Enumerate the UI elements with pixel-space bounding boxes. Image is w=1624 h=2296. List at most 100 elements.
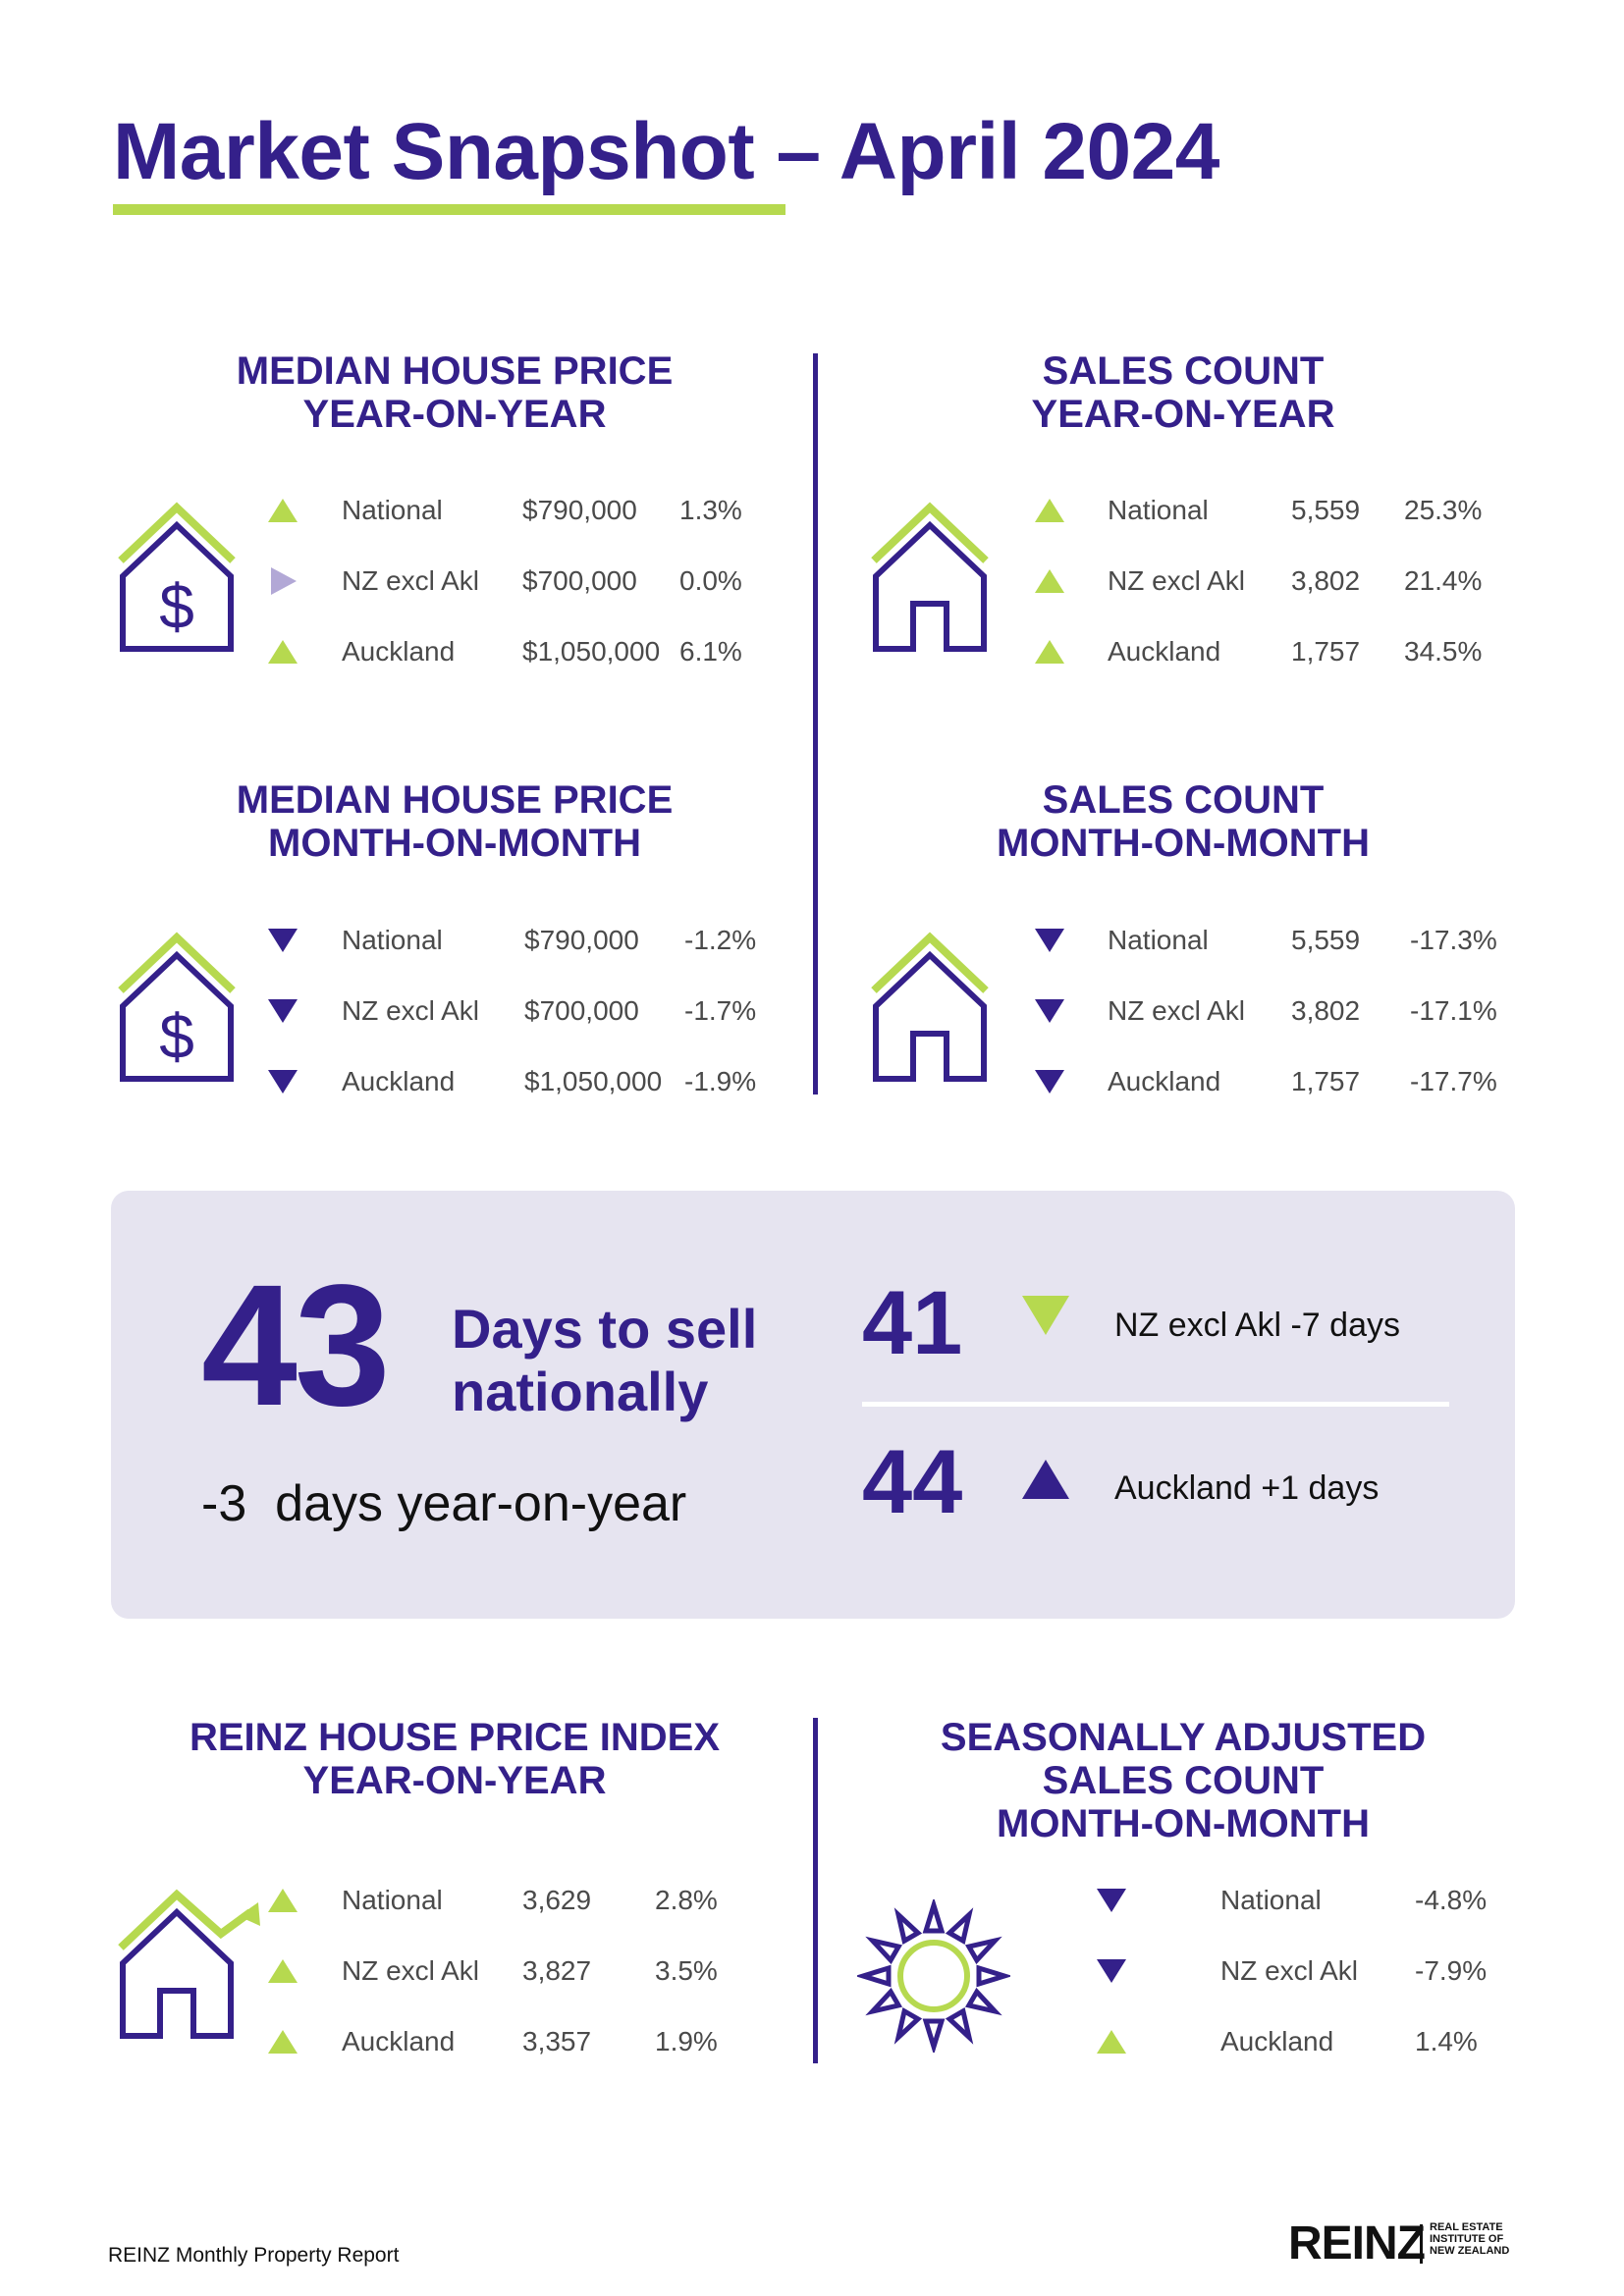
region-label: National: [342, 925, 443, 955]
price-value: $790,000: [522, 495, 637, 525]
triangle-up-icon: [268, 2030, 298, 2054]
reinz-logo: REINZ: [1288, 2217, 1426, 2269]
price-value: $700,000: [522, 565, 637, 596]
triangle-up-icon: [1022, 1460, 1069, 1499]
change-value: 6.1%: [679, 636, 742, 667]
triangle-up-icon: [1035, 499, 1064, 522]
region-label: Auckland: [342, 1066, 456, 1096]
change-value: 1.4%: [1415, 2026, 1478, 2056]
logo-divider: [1420, 2224, 1423, 2264]
stat-row: Auckland 1,757 -17.7%: [1034, 1062, 1505, 1101]
count-value: 5,559: [1291, 925, 1361, 955]
triangle-up-icon: [1035, 569, 1064, 593]
section-title-hpi-yoy: REINZ HOUSE PRICE INDEX YEAR-ON-YEAR: [189, 1716, 721, 1802]
stat-row: NZ excl Akl $700,000 -1.7%: [267, 991, 778, 1031]
region-label: NZ excl Akl: [1108, 995, 1246, 1026]
triangle-down-icon: [268, 929, 298, 952]
index-value: 3,357: [522, 2026, 592, 2056]
change-value: 2.8%: [655, 1885, 718, 1915]
count-value: 1,757: [1291, 1066, 1361, 1096]
region-label: NZ excl Akl: [342, 565, 480, 596]
change-value: -17.3%: [1410, 925, 1497, 955]
national-yoy-change: -3 days year-on-year: [201, 1475, 687, 1532]
section-title-sc-mom: SALES COUNT MONTH-ON-MONTH: [997, 778, 1370, 865]
triangle-right-icon: [271, 567, 297, 595]
change-value: -1.7%: [684, 995, 757, 1026]
stat-row: National 5,559 25.3%: [1034, 491, 1505, 530]
count-value: 3,802: [1291, 565, 1361, 596]
region-label: National: [342, 495, 443, 525]
region-label: NZ excl Akl: [1108, 565, 1246, 596]
section-title-sa-mom: SEASONALLY ADJUSTED SALES COUNT MONTH-ON…: [940, 1716, 1427, 1845]
section-title-sc-yoy: SALES COUNT YEAR-ON-YEAR: [1031, 349, 1335, 436]
column-divider-bottom: [813, 1718, 818, 2063]
price-value: $1,050,000: [524, 1066, 663, 1096]
triangle-down-icon: [1097, 1959, 1126, 1983]
change-value: 3.5%: [655, 1955, 718, 1986]
triangle-down-icon: [1097, 1889, 1126, 1912]
national-days-value: 43: [201, 1250, 391, 1442]
change-value: 25.3%: [1404, 495, 1483, 525]
house-icon: [871, 502, 989, 652]
stat-row: Auckland 3,357 1.9%: [267, 2022, 778, 2061]
triangle-up-icon: [1035, 640, 1064, 664]
change-value: -1.9%: [684, 1066, 757, 1096]
auckland-days-value: 44: [862, 1432, 963, 1532]
region-label: Auckland: [1220, 2026, 1334, 2056]
region-label: NZ excl Akl: [342, 995, 480, 1026]
triangle-down-icon: [1022, 1296, 1069, 1335]
triangle-down-icon: [1035, 1070, 1064, 1094]
section-title-mhp-mom: MEDIAN HOUSE PRICE MONTH-ON-MONTH: [236, 778, 674, 865]
triangle-up-icon: [268, 499, 298, 522]
region-label: Auckland: [342, 636, 456, 667]
stat-row: NZ excl Akl $700,000 0.0%: [267, 561, 778, 601]
price-value: $1,050,000: [522, 636, 661, 667]
triangle-up-icon: [1097, 2030, 1126, 2054]
index-value: 3,827: [522, 1955, 592, 1986]
region-label: Auckland: [1108, 1066, 1221, 1096]
title-underline: [113, 204, 785, 215]
house-dollar-icon: $: [118, 502, 236, 652]
page-title: Market Snapshot – April 2024: [113, 107, 1219, 196]
house-icon: [871, 932, 989, 1082]
change-value: -1.2%: [684, 925, 757, 955]
price-value: $700,000: [524, 995, 639, 1026]
triangle-down-icon: [1035, 999, 1064, 1023]
stat-row: Auckland 1.4%: [1096, 2022, 1508, 2061]
stat-row: National $790,000 1.3%: [267, 491, 778, 530]
stat-row: Auckland $1,050,000 -1.9%: [267, 1062, 778, 1101]
triangle-up-icon: [268, 640, 298, 664]
stat-row: National $790,000 -1.2%: [267, 921, 778, 960]
days-to-sell-label: Days to sell nationally: [452, 1298, 758, 1422]
house-rising-arrow-icon: [118, 1889, 260, 2039]
region-label: NZ excl Akl: [342, 1955, 480, 1986]
triangle-up-icon: [268, 1959, 298, 1983]
triangle-up-icon: [268, 1889, 298, 1912]
footer-report-name: REINZ Monthly Property Report: [108, 2244, 400, 2267]
change-value: -17.7%: [1410, 1066, 1497, 1096]
index-value: 3,629: [522, 1885, 592, 1915]
stat-row: National 3,629 2.8%: [267, 1881, 778, 1920]
stat-row: NZ excl Akl -7.9%: [1096, 1951, 1508, 1991]
count-value: 3,802: [1291, 995, 1361, 1026]
region-label: National: [1108, 495, 1209, 525]
change-value: -4.8%: [1415, 1885, 1488, 1915]
change-value: 34.5%: [1404, 636, 1483, 667]
logo-subtitle: REAL ESTATE INSTITUTE OF NEW ZEALAND: [1430, 2221, 1510, 2257]
change-value: -17.1%: [1410, 995, 1497, 1026]
stat-row: NZ excl Akl 3,802 21.4%: [1034, 561, 1505, 601]
stat-row: Auckland 1,757 34.5%: [1034, 632, 1505, 671]
region-label: NZ excl Akl: [1220, 1955, 1359, 1986]
change-value: -7.9%: [1415, 1955, 1488, 1986]
stat-row: NZ excl Akl 3,802 -17.1%: [1034, 991, 1505, 1031]
triangle-down-icon: [268, 999, 298, 1023]
region-label: Auckland: [342, 2026, 456, 2056]
stat-row: National 5,559 -17.3%: [1034, 921, 1505, 960]
stat-row: Auckland $1,050,000 6.1%: [267, 632, 778, 671]
count-value: 5,559: [1291, 495, 1361, 525]
change-value: 1.9%: [655, 2026, 718, 2056]
price-value: $790,000: [524, 925, 639, 955]
panel-divider: [862, 1402, 1449, 1407]
stat-row: NZ excl Akl 3,827 3.5%: [267, 1951, 778, 1991]
change-value: 0.0%: [679, 565, 742, 596]
